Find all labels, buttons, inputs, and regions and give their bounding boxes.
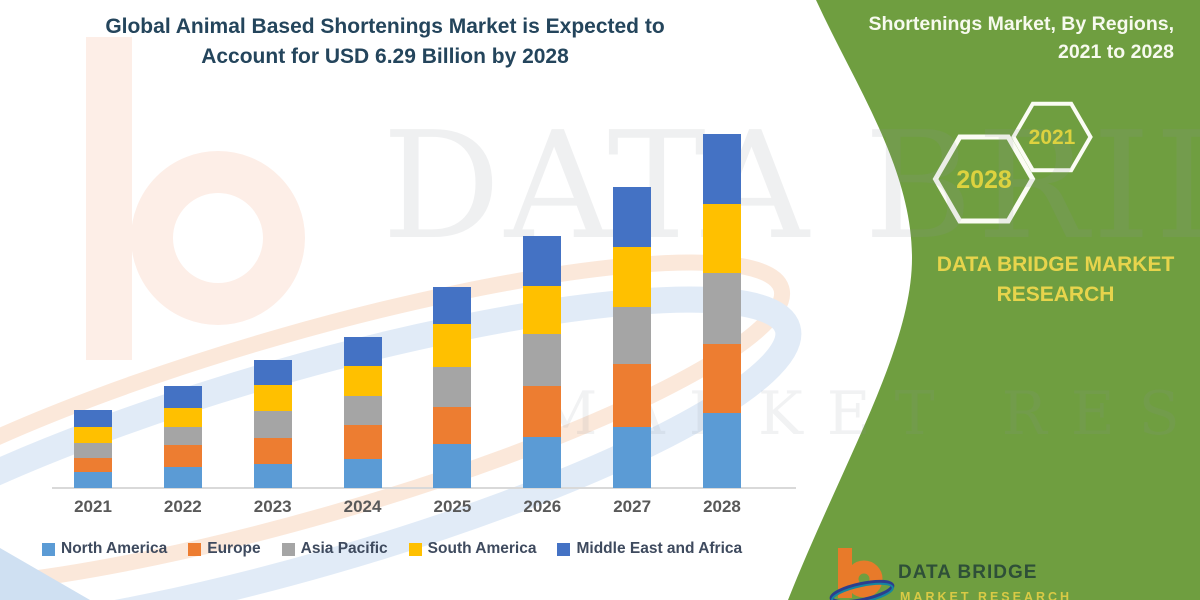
legend-label: Asia Pacific: [300, 540, 388, 557]
page-title-line2: Account for USD 6.29 Billion by 2028: [201, 45, 569, 68]
faded-b-bowl: [131, 151, 305, 325]
x-axis-label-2023: 2023: [253, 497, 292, 516]
bar-segment-europe-2024: [343, 424, 382, 459]
legend-item-north-america: North America: [42, 540, 167, 558]
bar-segment-south-america-2023: [253, 385, 292, 411]
bar-2026: [523, 235, 562, 488]
legend-swatch-icon: [557, 542, 571, 556]
legend-label: Europe: [207, 540, 261, 557]
legend-item-south-america: South America: [408, 540, 537, 558]
page-title: Global Animal Based Shortenings Market i…: [75, 12, 695, 72]
bar-2028: [702, 134, 741, 488]
legend-item-middle-east-and-africa: Middle East and Africa: [557, 540, 742, 558]
bar-segment-asia-pacific-2025: [433, 367, 472, 408]
legend-item-europe: Europe: [188, 540, 261, 558]
bar-segment-north-america-2027: [613, 427, 652, 488]
panel-heading-line1: Shortenings Market, By Regions,: [868, 13, 1174, 35]
bar-segment-asia-pacific-2023: [253, 410, 292, 438]
footer-brand-text: DATA BRIDGE: [898, 562, 1038, 583]
bar-segment-middle-east-and-africa-2026: [523, 235, 562, 287]
legend-label: South America: [427, 540, 537, 557]
bar-segment-north-america-2022: [163, 467, 202, 488]
bar-segment-asia-pacific-2024: [343, 395, 382, 425]
legend-swatch-icon: [188, 542, 202, 556]
bar-segment-south-america-2021: [74, 427, 112, 443]
x-axis-label-2021: 2021: [74, 497, 112, 516]
bar-segment-middle-east-and-africa-2021: [74, 410, 112, 428]
bar-segment-south-america-2028: [702, 203, 741, 274]
bar-segment-middle-east-and-africa-2023: [253, 360, 292, 386]
hexagon-2021-label: 2021: [1028, 126, 1076, 149]
panel-heading: Shortenings Market, By Regions, 2021 to …: [814, 10, 1174, 66]
watermark-line1: DATA BRIDGE: [382, 100, 1200, 272]
bar-segment-south-america-2025: [433, 324, 472, 368]
bar-segment-middle-east-and-africa-2027: [613, 187, 652, 248]
x-axis-label-2024: 2024: [343, 497, 382, 516]
faded-b-stem: [86, 37, 132, 360]
legend-swatch-icon: [42, 542, 55, 556]
faded-swoosh-orange: [0, 254, 791, 596]
hexagon-2028-icon: [932, 134, 1036, 224]
bar-segment-south-america-2027: [613, 247, 652, 308]
bar-segment-north-america-2028: [702, 413, 741, 488]
bar-segment-north-america-2023: [253, 463, 292, 488]
bar-segment-north-america-2021: [74, 472, 112, 488]
legend-label: North America: [61, 540, 168, 557]
bar-2023: [253, 360, 292, 488]
panel-heading-line2: 2021 to 2028: [1057, 41, 1174, 63]
bar-segment-asia-pacific-2027: [613, 307, 652, 365]
bar-segment-middle-east-and-africa-2024: [343, 336, 382, 367]
bar-2024: [343, 336, 382, 488]
legend-swatch-icon: [408, 542, 422, 556]
bar-segment-south-america-2024: [343, 366, 382, 396]
hexagon-2021-icon: [1011, 101, 1093, 173]
bar-segment-asia-pacific-2028: [702, 273, 741, 344]
hexagon-2028-label: 2028: [956, 166, 1012, 194]
x-axis-label-2025: 2025: [433, 497, 472, 516]
brand-caption-line2: RESEARCH: [996, 283, 1115, 306]
page-title-line1: Global Animal Based Shortenings Market i…: [105, 15, 665, 38]
brand-caption-line1: DATA BRIDGE MARKET: [936, 253, 1175, 276]
bar-segment-north-america-2025: [433, 444, 472, 488]
x-axis-label-2026: 2026: [523, 497, 562, 516]
bar-segment-europe-2026: [523, 385, 562, 437]
bar-segment-middle-east-and-africa-2025: [433, 287, 472, 325]
bar-2027: [613, 187, 652, 488]
footer-brand-subtext: MARKET RESEARCH: [900, 590, 1073, 600]
x-axis-label-2028: 2028: [703, 497, 741, 516]
legend-item-asia-pacific: Asia Pacific: [281, 540, 388, 558]
x-axis-label-2022: 2022: [163, 497, 202, 516]
bar-segment-europe-2027: [613, 364, 652, 428]
legend-swatch-icon: [281, 542, 295, 556]
bar-segment-asia-pacific-2022: [163, 427, 202, 446]
data-bridge-b-swoosh-logo: [829, 548, 895, 600]
faded-swoosh-corner: [0, 548, 90, 600]
bar-segment-europe-2021: [74, 458, 112, 473]
x-axis-line: [52, 487, 796, 489]
brand-caption: DATA BRIDGE MARKET RESEARCH: [928, 250, 1183, 310]
bar-segment-north-america-2026: [523, 436, 562, 488]
bar-segment-asia-pacific-2021: [74, 442, 112, 459]
bar-segment-middle-east-and-africa-2028: [702, 134, 741, 204]
bar-segment-asia-pacific-2026: [523, 333, 562, 386]
bar-2021: [74, 410, 112, 488]
bar-segment-south-america-2022: [163, 408, 202, 428]
bar-segment-south-america-2026: [523, 286, 562, 334]
bar-2025: [433, 287, 472, 488]
bar-segment-middle-east-and-africa-2022: [163, 386, 202, 409]
bar-segment-europe-2028: [702, 343, 741, 414]
bar-segment-north-america-2024: [343, 458, 382, 488]
green-panel: [788, 0, 1200, 600]
chart-legend: North America Europe Asia Pacific South Ame…: [42, 540, 742, 558]
bar-segment-europe-2022: [163, 445, 202, 468]
x-axis-label-2027: 2027: [613, 497, 652, 516]
legend-label: Middle East and Africa: [576, 540, 743, 557]
bar-2022: [163, 386, 202, 488]
bar-segment-europe-2025: [433, 407, 472, 445]
bar-segment-europe-2023: [253, 437, 292, 464]
